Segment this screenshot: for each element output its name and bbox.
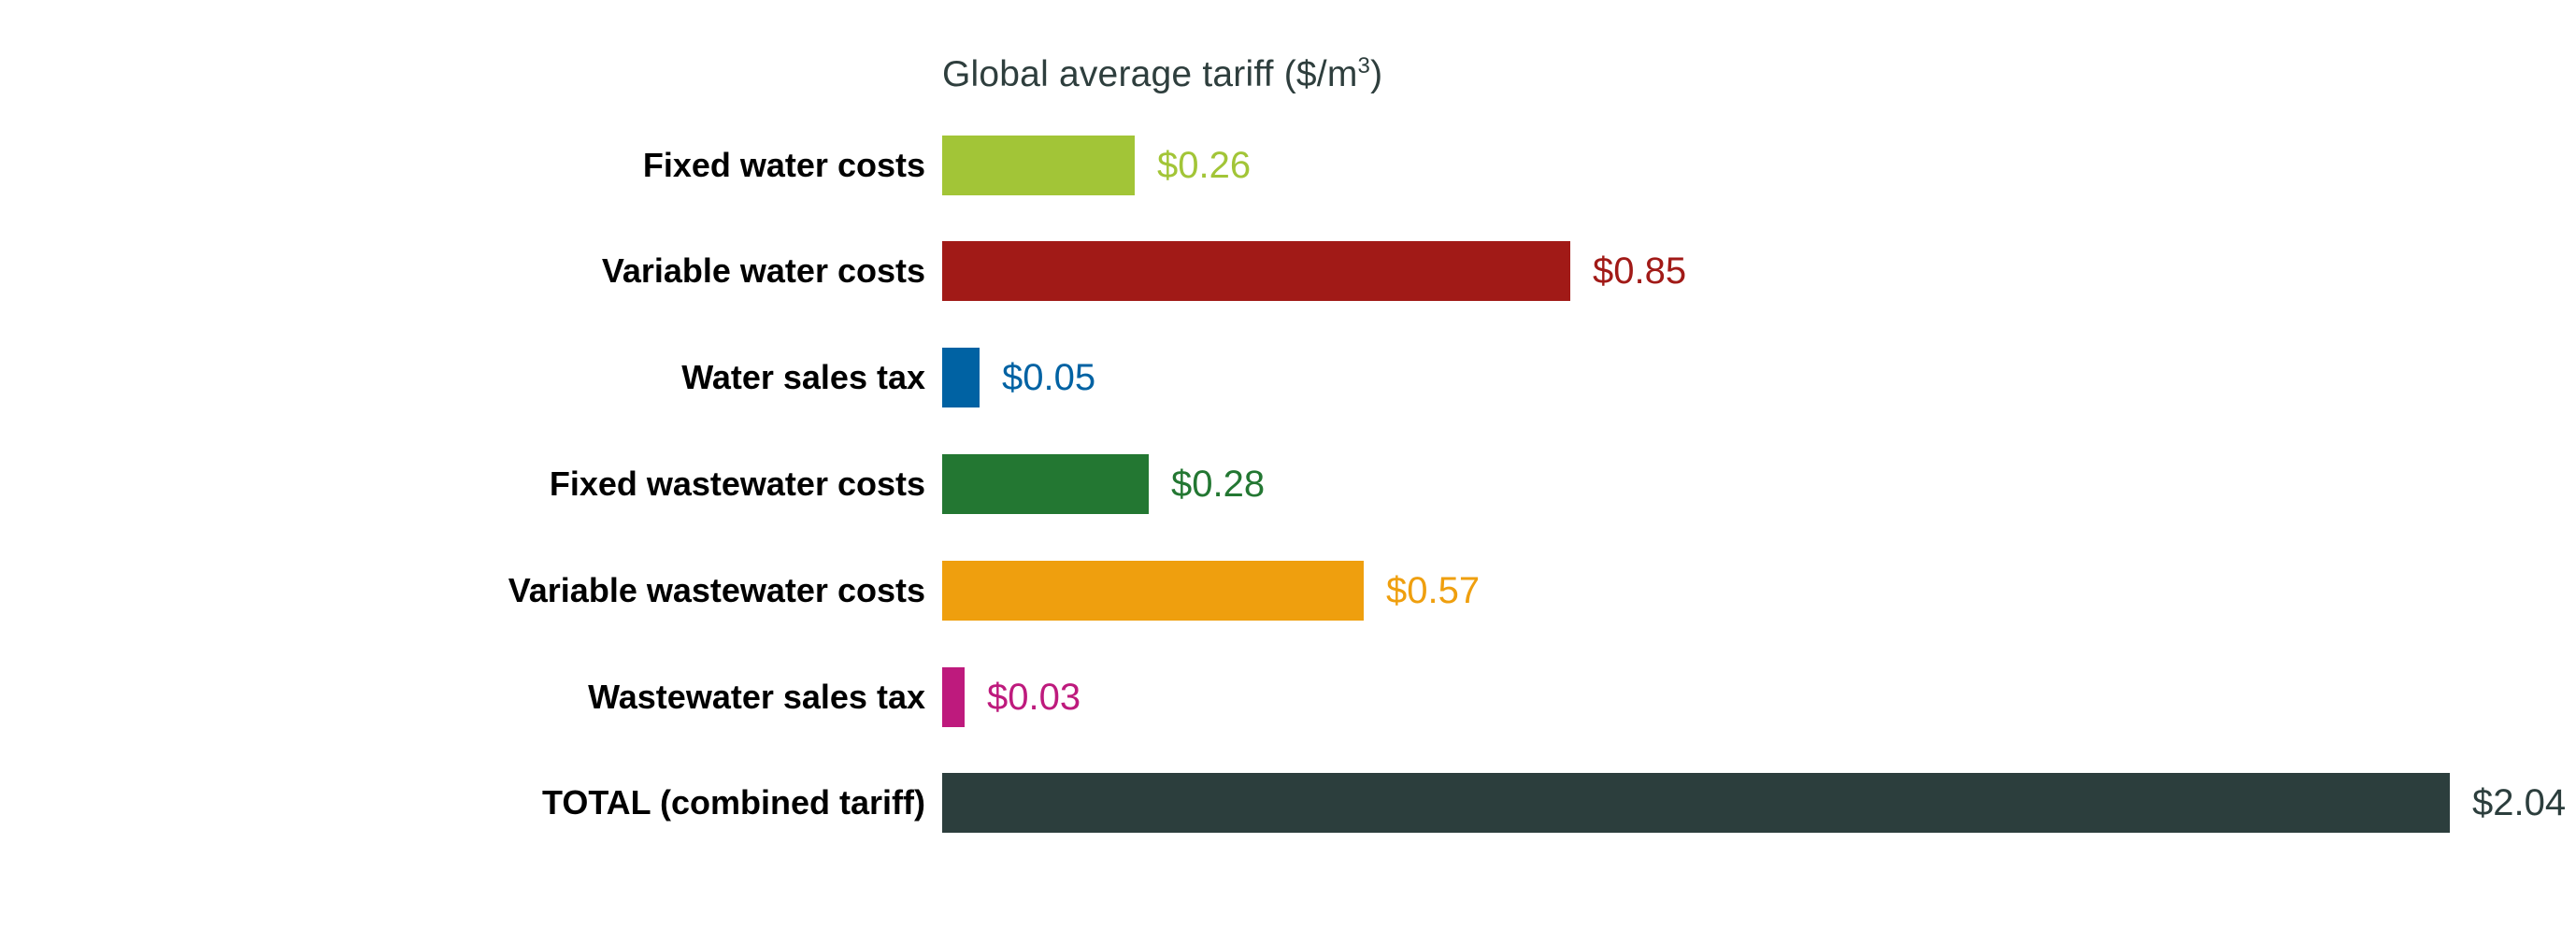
category-label: Fixed water costs: [642, 146, 925, 184]
chart-title-close: ): [1370, 54, 1383, 94]
bar-row-variable-wastewater-costs: Variable wastewater costs $0.57: [0, 561, 2576, 621]
value-label: $2.04: [2472, 782, 2567, 823]
bar: [942, 773, 2450, 833]
chart-title-superscript: 3: [1357, 53, 1371, 79]
category-label: Fixed wastewater costs: [549, 464, 925, 503]
bar-row-wastewater-sales-tax: Wastewater sales tax $0.03: [0, 667, 2576, 727]
bar-row-fixed-wastewater-costs: Fixed wastewater costs $0.28: [0, 454, 2576, 514]
bar-row-total-combined-tariff: TOTAL (combined tariff) $2.04: [0, 773, 2576, 833]
bar: [942, 454, 1149, 514]
bar-row-fixed-water-costs: Fixed water costs $0.26: [0, 136, 2576, 195]
bar: [942, 241, 1570, 301]
value-label: $0.85: [1593, 250, 1687, 292]
chart-title-text: Global average tariff ($/m: [942, 54, 1358, 94]
bar: [942, 667, 965, 727]
bar-row-water-sales-tax: Water sales tax $0.05: [0, 348, 2576, 407]
value-label: $0.05: [1002, 357, 1096, 398]
value-label: $0.03: [987, 677, 1081, 718]
value-label: $0.57: [1386, 570, 1481, 611]
value-label: $0.28: [1171, 464, 1266, 505]
bar-row-variable-water-costs: Variable water costs $0.85: [0, 241, 2576, 301]
bar: [942, 561, 1364, 621]
value-label: $0.26: [1157, 145, 1252, 186]
category-label: Wastewater sales tax: [588, 678, 925, 716]
bar: [942, 136, 1135, 195]
category-label: Variable wastewater costs: [508, 571, 925, 609]
category-label: Variable water costs: [601, 251, 925, 290]
bar: [942, 348, 980, 407]
category-label: TOTAL (combined tariff): [542, 783, 925, 822]
chart-title: Global average tariff ($/m3): [942, 54, 1382, 95]
category-label: Water sales tax: [681, 358, 925, 396]
